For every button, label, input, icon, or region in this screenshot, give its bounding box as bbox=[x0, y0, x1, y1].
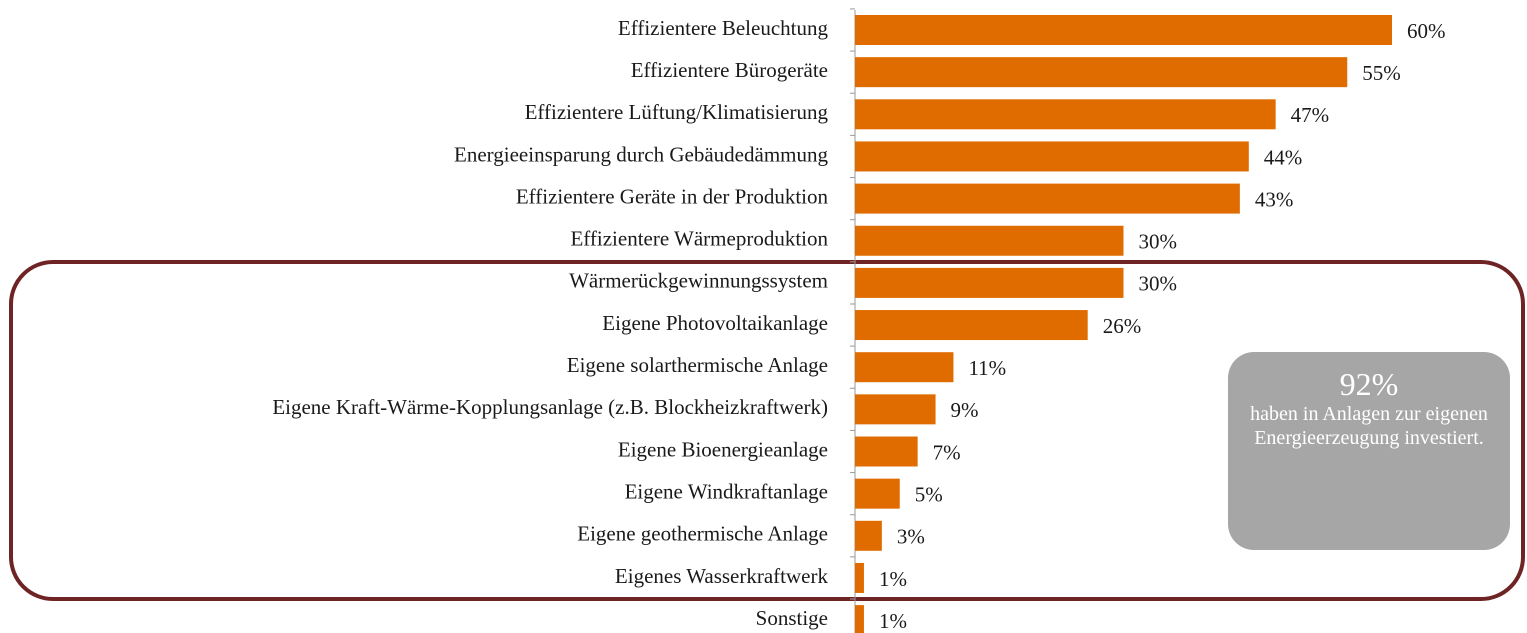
bar bbox=[855, 394, 936, 425]
value-label: 43% bbox=[1255, 187, 1294, 211]
category-label: Eigene geothermische Anlage bbox=[577, 522, 828, 546]
value-label: 30% bbox=[1139, 272, 1178, 296]
category-label: Eigene Photovoltaikanlage bbox=[602, 311, 828, 335]
bar bbox=[855, 478, 900, 509]
value-label: 7% bbox=[933, 440, 961, 464]
category-label: Eigene Windkraftanlage bbox=[625, 479, 828, 503]
category-label: Eigene Bioenergieanlage bbox=[618, 437, 828, 461]
value-label: 30% bbox=[1139, 230, 1178, 254]
value-label: 55% bbox=[1362, 61, 1401, 85]
value-label: 26% bbox=[1103, 314, 1142, 338]
value-label: 47% bbox=[1291, 103, 1330, 127]
category-label: Effizientere Beleuchtung bbox=[618, 16, 829, 40]
category-label: Effizientere Bürogeräte bbox=[631, 58, 828, 82]
annotation-text: haben in Anlagen zur eigenen Energieerze… bbox=[1250, 403, 1488, 449]
bar bbox=[855, 225, 1124, 256]
bar bbox=[855, 99, 1276, 130]
annotation-headline: 92% bbox=[1339, 366, 1399, 402]
bar bbox=[855, 15, 1392, 45]
bar bbox=[855, 310, 1088, 341]
annotation-box: 92% haben in Anlagen zur eigenen Energie… bbox=[1228, 352, 1510, 550]
value-label: 1% bbox=[879, 567, 907, 591]
bar bbox=[855, 183, 1240, 214]
value-label: 1% bbox=[879, 609, 907, 633]
bar bbox=[855, 352, 954, 383]
category-label: Effizientere Geräte in der Produktion bbox=[516, 184, 829, 208]
category-label: Wärmerückgewinnungssystem bbox=[569, 269, 828, 293]
category-label: Eigenes Wasserkraftwerk bbox=[615, 564, 829, 588]
category-label: Effizientere Wärmeproduktion bbox=[570, 227, 828, 251]
value-label: 60% bbox=[1407, 19, 1446, 43]
category-label: Eigene solarthermische Anlage bbox=[567, 353, 828, 377]
value-label: 44% bbox=[1264, 145, 1303, 169]
value-label: 5% bbox=[915, 482, 943, 506]
bar bbox=[855, 436, 918, 467]
category-label: Energieeinsparung durch Gebäudedämmung bbox=[454, 142, 828, 166]
bar bbox=[855, 267, 1124, 298]
category-label: Sonstige bbox=[756, 606, 828, 630]
value-label: 3% bbox=[897, 525, 925, 549]
highlight-frame bbox=[9, 260, 1525, 601]
bar bbox=[855, 520, 882, 551]
category-label: Effizientere Lüftung/Klimatisierung bbox=[525, 100, 829, 124]
bar bbox=[855, 562, 864, 593]
value-label: 9% bbox=[951, 398, 979, 422]
bar bbox=[855, 57, 1348, 88]
bar bbox=[855, 605, 864, 633]
value-label: 11% bbox=[968, 356, 1006, 380]
category-label: Eigene Kraft-Wärme-Kopplungsanlage (z.B.… bbox=[272, 395, 828, 419]
bar bbox=[855, 141, 1249, 172]
